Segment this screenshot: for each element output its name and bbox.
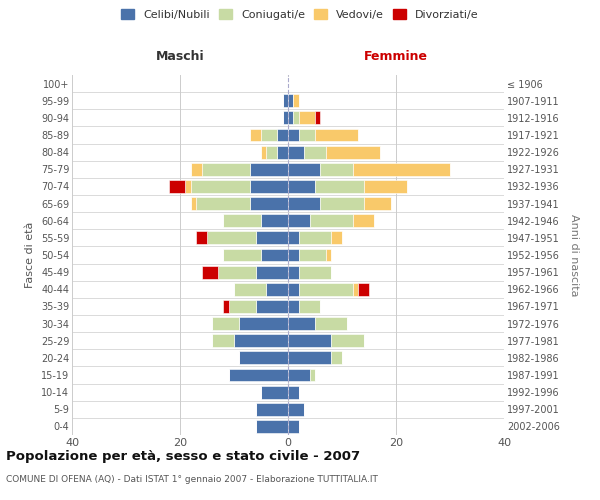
Bar (326, 146, 380, 158)
Bar (331, 232, 342, 244)
Bar (299, 112, 315, 124)
Bar (288, 386, 299, 398)
Bar (288, 300, 299, 313)
Bar (320, 163, 353, 175)
Bar (293, 94, 299, 107)
Bar (299, 300, 320, 313)
Bar (283, 112, 288, 124)
Bar (288, 214, 310, 227)
Bar (250, 197, 288, 210)
Bar (288, 334, 331, 347)
Bar (331, 352, 342, 364)
Legend: Celibi/Nubili, Coniugati/e, Vedovi/e, Divorziati/e: Celibi/Nubili, Coniugati/e, Vedovi/e, Di… (118, 6, 482, 23)
Bar (239, 317, 288, 330)
Bar (299, 232, 331, 244)
Bar (293, 112, 299, 124)
Bar (250, 180, 288, 193)
Text: Femmine: Femmine (364, 50, 428, 63)
Bar (261, 386, 288, 398)
Bar (207, 232, 256, 244)
Bar (288, 317, 315, 330)
Bar (288, 128, 299, 141)
Bar (256, 403, 288, 415)
Bar (191, 180, 250, 193)
Bar (331, 334, 364, 347)
Bar (223, 248, 261, 262)
Bar (353, 163, 450, 175)
Bar (223, 300, 229, 313)
Bar (261, 214, 288, 227)
Bar (320, 197, 364, 210)
Bar (261, 248, 288, 262)
Bar (234, 283, 266, 296)
Bar (288, 283, 299, 296)
Bar (288, 352, 331, 364)
Bar (288, 146, 304, 158)
Bar (261, 146, 266, 158)
Bar (212, 317, 239, 330)
Bar (299, 248, 326, 262)
Bar (256, 266, 288, 278)
Bar (185, 180, 191, 193)
Bar (277, 128, 288, 141)
Bar (234, 334, 288, 347)
Bar (304, 146, 326, 158)
Bar (223, 214, 261, 227)
Y-axis label: Fasce di età: Fasce di età (25, 222, 35, 288)
Bar (310, 214, 353, 227)
Bar (266, 283, 288, 296)
Bar (310, 368, 315, 382)
Bar (202, 266, 218, 278)
Bar (212, 334, 234, 347)
Bar (277, 146, 288, 158)
Bar (288, 420, 299, 433)
Bar (191, 197, 196, 210)
Bar (315, 317, 347, 330)
Bar (196, 197, 250, 210)
Bar (288, 112, 293, 124)
Text: Popolazione per età, sesso e stato civile - 2007: Popolazione per età, sesso e stato civil… (6, 450, 360, 463)
Bar (299, 266, 331, 278)
Bar (288, 232, 299, 244)
Bar (261, 128, 277, 141)
Bar (315, 180, 364, 193)
Bar (288, 266, 299, 278)
Bar (202, 163, 250, 175)
Bar (353, 214, 374, 227)
Bar (353, 283, 358, 296)
Bar (283, 94, 288, 107)
Bar (191, 163, 202, 175)
Bar (256, 232, 288, 244)
Bar (288, 248, 299, 262)
Bar (299, 128, 315, 141)
Bar (196, 232, 207, 244)
Bar (256, 420, 288, 433)
Bar (288, 163, 320, 175)
Bar (364, 180, 407, 193)
Bar (288, 368, 310, 382)
Bar (364, 197, 391, 210)
Text: Maschi: Maschi (155, 50, 205, 63)
Bar (218, 266, 256, 278)
Y-axis label: Anni di nascita: Anni di nascita (569, 214, 579, 296)
Bar (229, 368, 288, 382)
Bar (299, 283, 353, 296)
Bar (358, 283, 369, 296)
Bar (315, 112, 320, 124)
Bar (250, 163, 288, 175)
Bar (288, 180, 315, 193)
Bar (288, 197, 320, 210)
Bar (250, 128, 261, 141)
Bar (266, 146, 277, 158)
Bar (256, 300, 288, 313)
Bar (169, 180, 185, 193)
Bar (288, 94, 293, 107)
Bar (229, 300, 256, 313)
Bar (315, 128, 358, 141)
Text: COMUNE DI OFENA (AQ) - Dati ISTAT 1° gennaio 2007 - Elaborazione TUTTITALIA.IT: COMUNE DI OFENA (AQ) - Dati ISTAT 1° gen… (6, 475, 378, 484)
Bar (326, 248, 331, 262)
Bar (288, 403, 304, 415)
Bar (239, 352, 288, 364)
